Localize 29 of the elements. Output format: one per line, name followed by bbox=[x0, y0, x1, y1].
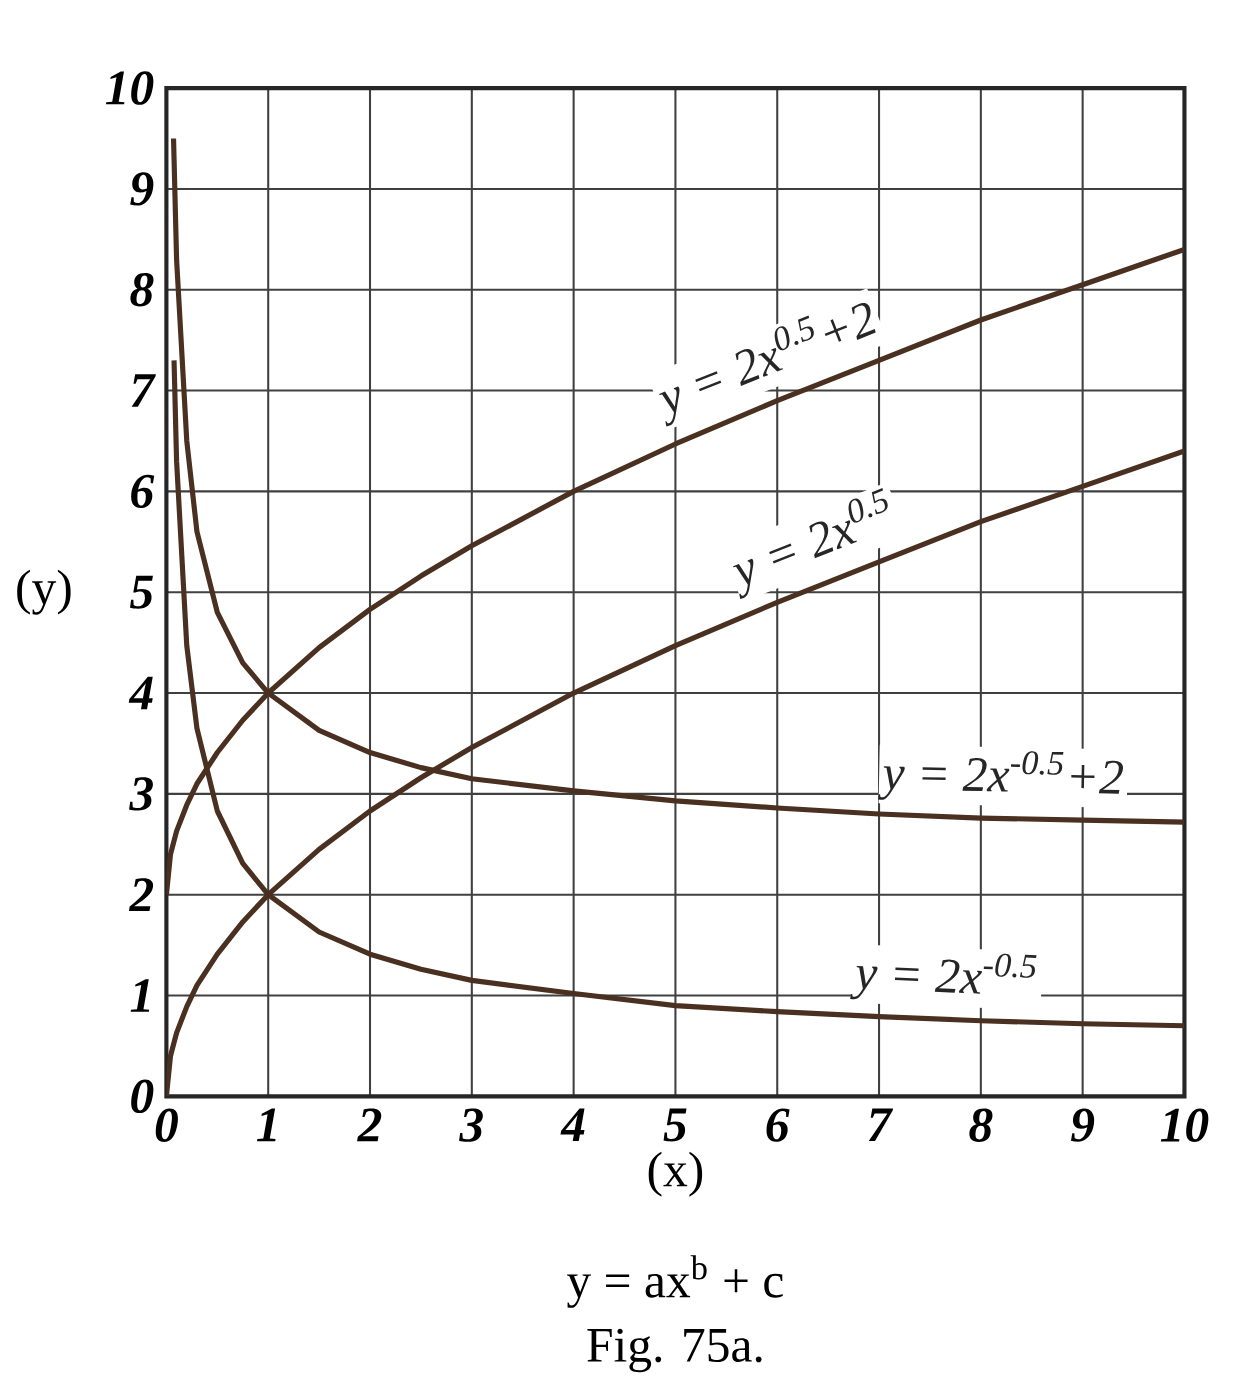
x-tick-label: 5 bbox=[663, 1108, 687, 1142]
y-tick-label: 3 bbox=[128, 777, 153, 811]
text: y = ax$^{b}$ + c bbox=[566, 1255, 783, 1308]
y-axis-title: (y) bbox=[17, 569, 71, 615]
x-tick-label: 3 bbox=[458, 1108, 483, 1142]
text: y = 2x$^{0.5}$ bbox=[732, 487, 888, 599]
x-tick-label: 2 bbox=[356, 1108, 382, 1142]
x-tick-label: 4 bbox=[560, 1108, 585, 1142]
y-tick-label: 9 bbox=[130, 172, 154, 206]
y-tick-label: 10 bbox=[105, 71, 154, 105]
x-tick-label: 1 bbox=[256, 1108, 276, 1142]
series-label: y = 2x$^{-0.5}$ bbox=[849, 953, 1037, 1000]
caption: Fig. 75a. bbox=[587, 1328, 762, 1373]
x-axis-title: (x) bbox=[648, 1151, 702, 1197]
x-tick-label: 6 bbox=[766, 1108, 790, 1142]
y-tick-label: 1 bbox=[130, 979, 150, 1012]
x-tick-label: 10 bbox=[1160, 1108, 1209, 1142]
x-tick-label: 9 bbox=[1070, 1108, 1094, 1142]
y-tick-label: 7 bbox=[131, 374, 156, 407]
x-tick-label: 8 bbox=[969, 1108, 993, 1142]
text: y = 2x$^{0.5}$+2 bbox=[659, 303, 876, 427]
y-tick-label: 2 bbox=[128, 878, 153, 912]
y-tick-label: 5 bbox=[129, 575, 153, 609]
x-tick-label: 0 bbox=[155, 1108, 178, 1142]
y-tick-label: 0 bbox=[131, 1079, 154, 1114]
y-tick-label: 6 bbox=[130, 474, 155, 509]
y-tick-label: 8 bbox=[130, 273, 154, 307]
x-tick-label: 7 bbox=[868, 1108, 893, 1141]
y-tick-label: 4 bbox=[128, 676, 153, 710]
